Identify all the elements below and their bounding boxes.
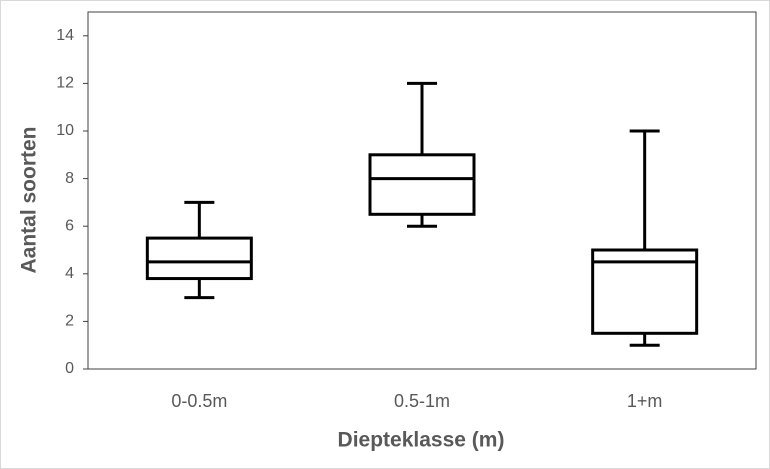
box — [591, 248, 699, 335]
y-tick-label: 4 — [65, 265, 74, 282]
x-tick-label: 1+m — [627, 391, 663, 411]
y-tick-label: 10 — [56, 122, 74, 139]
y-axis-title: Aantal soorten — [18, 126, 41, 273]
x-tick-label: 0-0.5m — [171, 391, 227, 411]
box — [368, 153, 476, 216]
x-axis-title: Diepteklasse (m) — [338, 429, 505, 452]
y-tick-label: 8 — [65, 170, 74, 187]
y-tick-label: 2 — [65, 313, 74, 330]
y-tick-label: 0 — [65, 360, 74, 377]
y-tick-label: 14 — [56, 27, 74, 44]
x-tick-label: 0.5-1m — [394, 391, 450, 411]
box — [145, 236, 253, 281]
plot-area — [87, 11, 757, 370]
y-tick-label: 12 — [56, 75, 74, 92]
y-tick-label: 6 — [65, 217, 74, 234]
